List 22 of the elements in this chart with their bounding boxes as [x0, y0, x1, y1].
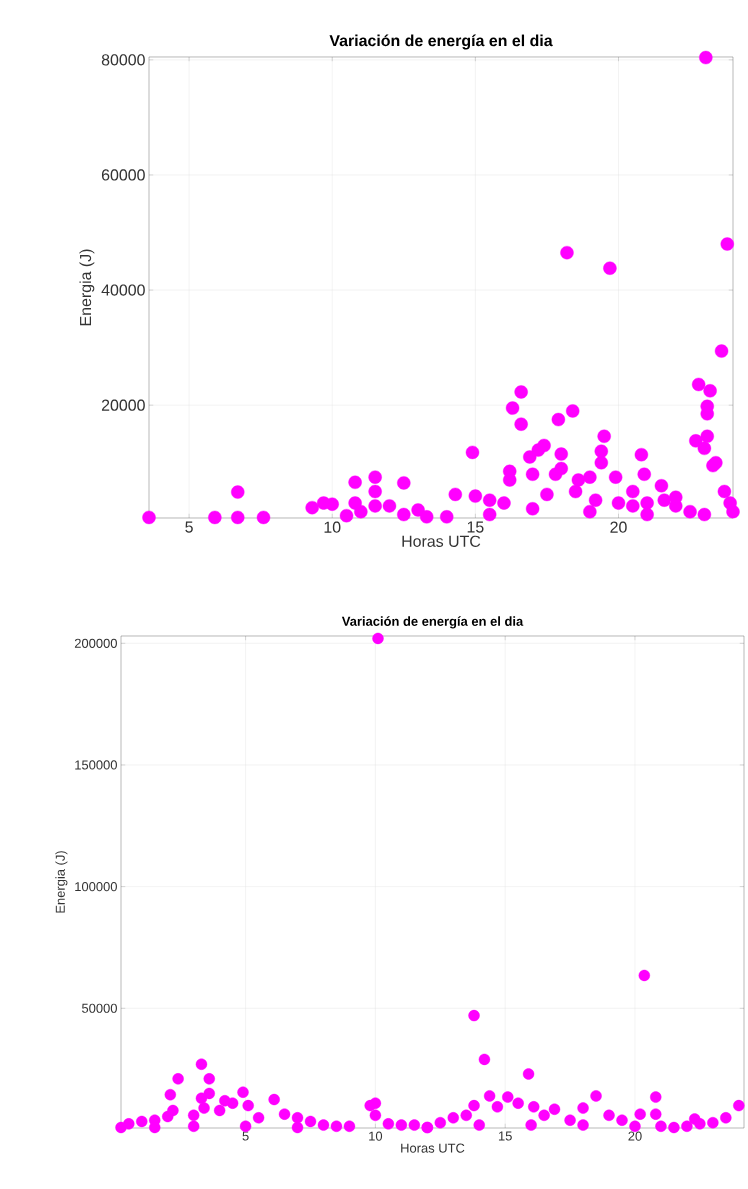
- x-axis-title: Horas UTC: [402, 535, 481, 547]
- y-axis-title: Energia (J): [79, 249, 95, 326]
- x-tick-label: 10: [369, 1131, 383, 1141]
- x-tick-label: 20: [610, 521, 627, 533]
- x-tick-label: 10: [324, 521, 341, 533]
- x-tick-label: 5: [242, 1131, 249, 1141]
- y-tick-label: 200000: [74, 638, 117, 648]
- y-tick-label: 60000: [101, 169, 145, 181]
- x-axis-title: Horas UTC: [401, 1143, 465, 1153]
- y-tick-label: 80000: [101, 54, 145, 66]
- x-tick-label: 5: [185, 521, 193, 533]
- y-tick-label: 50000: [81, 1003, 117, 1013]
- chart-title: Variación de energía en el dia: [329, 34, 553, 50]
- y-tick-label: 40000: [101, 284, 145, 296]
- x-tick-label: 15: [467, 521, 484, 533]
- y-axis-title: Energia (J): [55, 851, 68, 913]
- y-tick-label: 100000: [75, 882, 117, 892]
- x-tick-label: 20: [628, 1131, 642, 1141]
- chart-title: Variación de energía en el dia: [341, 616, 524, 629]
- y-tick-label: 150000: [75, 760, 117, 770]
- x-tick-label: 15: [498, 1131, 512, 1141]
- y-tick-label: 20000: [101, 399, 145, 411]
